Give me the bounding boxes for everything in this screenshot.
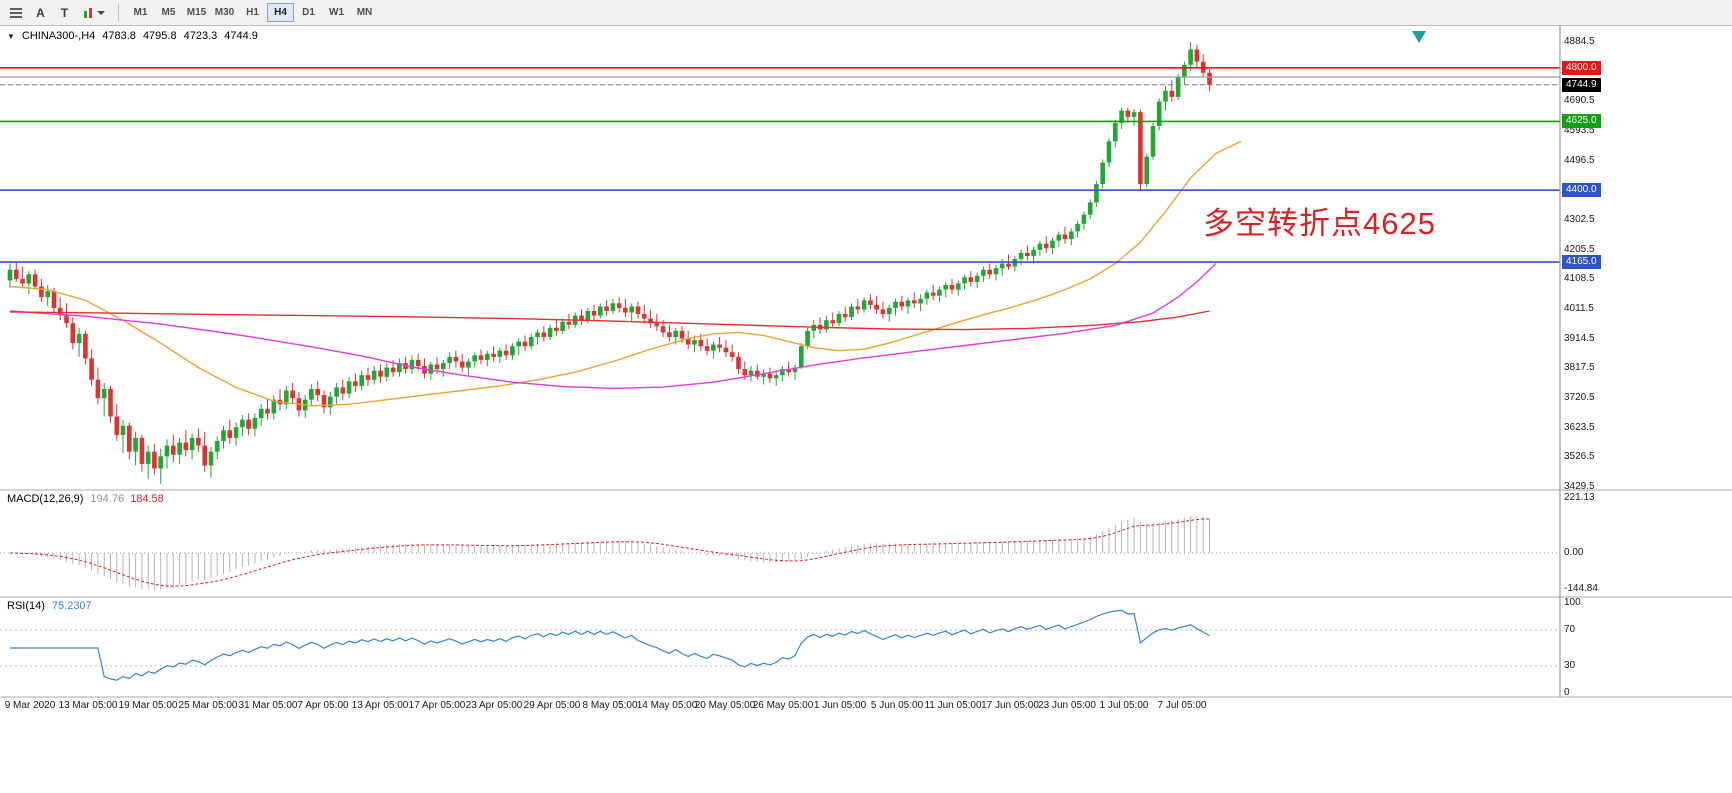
timeframe-h4-button[interactable]: H4 [267, 3, 294, 22]
rsi-value: 75.2307 [51, 600, 92, 612]
time-label: 7 Jul 05:00 [1157, 700, 1207, 711]
ma-magenta-line [9, 263, 1217, 390]
time-label: 11 Jun 05:00 [924, 700, 982, 711]
rsi-tick: 0 [1564, 687, 1570, 698]
macd-axis: 221.13 0.00 -144.84 [1564, 0, 1628, 697]
price-tick: 4205.5 [1564, 243, 1595, 255]
price-tick: 3914.5 [1564, 332, 1595, 344]
chart-shift-marker[interactable] [1412, 31, 1426, 43]
timeframe-m1-button[interactable]: M1 [127, 3, 154, 22]
cursor-a-button[interactable]: A [29, 2, 52, 23]
indicators-button[interactable] [78, 2, 110, 23]
time-label: 17 Apr 05:00 [408, 700, 466, 711]
rsi-line [10, 609, 1210, 681]
time-label: 14 May 05:00 [636, 700, 698, 711]
timeframe-h1-button[interactable]: H1 [239, 3, 266, 22]
macd-signal-value: 184.58 [130, 493, 164, 505]
macd-value: 194.76 [90, 493, 125, 505]
chart-header: ▼ CHINA300-,H4 4783.8 4795.8 4723.3 4744… [7, 30, 258, 42]
chart-plot[interactable] [0, 26, 1732, 793]
ohlc-toggle-icon[interactable]: ▼ [7, 31, 15, 41]
timeframe-d1-button[interactable]: D1 [295, 3, 322, 22]
support-line-4165-label: 4165.0 [1562, 255, 1601, 270]
rsi-label: RSI(14) 75.2307 [7, 600, 92, 612]
chart-annotation: 多空转折点4625 [1203, 206, 1436, 241]
price-tick: 4108.5 [1564, 273, 1595, 285]
price-tick: 3817.5 [1564, 362, 1595, 374]
macd-tick: -144.84 [1564, 583, 1598, 594]
price-tick: 3720.5 [1564, 392, 1595, 403]
timeframe-w1-button[interactable]: W1 [323, 3, 350, 22]
current-price-line-label: 4744.9 [1562, 77, 1601, 92]
time-label: 19 Mar 05:00 [118, 700, 178, 711]
time-label: 29 Apr 05:00 [523, 700, 581, 711]
time-label: 13 Mar 05:00 [58, 700, 118, 711]
indicators-icon [83, 7, 94, 19]
price-tick: 4011.5 [1564, 303, 1594, 314]
time-label: 9 Mar 2020 [4, 700, 56, 711]
ohlc-low: 4723.3 [183, 30, 218, 42]
price-tick: 3526.5 [1564, 451, 1595, 463]
pivot-line-4625-label: 4625.0 [1562, 114, 1601, 129]
text-tool-button[interactable]: T [53, 2, 76, 23]
time-label: 8 May 05:00 [582, 700, 638, 711]
symbol-period: CHINA300-,H4 [21, 30, 96, 42]
chevron-down-icon [97, 10, 105, 15]
time-label: 1 Jul 05:00 [1099, 700, 1149, 711]
charts-menu-button[interactable] [4, 2, 27, 23]
ohlc-open: 4783.8 [102, 30, 136, 42]
price-tick: 3623.5 [1564, 421, 1595, 433]
time-label: 1 Jun 05:00 [813, 700, 867, 711]
time-label: 25 Mar 05:00 [178, 700, 238, 711]
ma-red-line [9, 310, 1210, 331]
ohlc-high: 4795.8 [142, 30, 177, 42]
macd-label: MACD(12,26,9) 194.76 184.58 [7, 493, 164, 505]
support-line-4400-label: 4400.0 [1562, 183, 1601, 198]
time-label: 26 May 05:00 [752, 700, 814, 711]
rsi-tick: 70 [1564, 624, 1576, 635]
price-tick: 4690.5 [1564, 95, 1595, 107]
macd-tick: 221.13 [1564, 492, 1595, 503]
price-tick: 3429.5 [1564, 481, 1595, 492]
chart-list-icon [9, 7, 22, 18]
macd-name: MACD(12,26,9) [7, 493, 84, 505]
macd-histogram [15, 516, 1210, 591]
toolbar-separator [118, 3, 119, 22]
resistance-line-4800-label: 4800.0 [1562, 60, 1601, 75]
timeframe-mn-button[interactable]: MN [351, 3, 378, 22]
macd-signal-line [9, 518, 1210, 587]
time-label: 5 Jun 05:00 [870, 700, 924, 711]
time-label: 7 Apr 05:00 [297, 700, 349, 711]
time-label: 20 May 05:00 [694, 700, 756, 711]
time-label: 23 Jun 05:00 [1038, 700, 1096, 711]
timeframe-m5-button[interactable]: M5 [155, 3, 182, 22]
time-label: 31 Mar 05:00 [238, 700, 298, 711]
timeframe-m30-button[interactable]: M30 [211, 3, 238, 22]
time-axis[interactable]: 9 Mar 2020 13 Mar 05:00 19 Mar 05:00 25 Mar… [0, 700, 1732, 716]
rsi-axis: 100 70 30 0 [1564, 0, 1628, 698]
time-label: 23 Apr 05:00 [465, 700, 523, 711]
timeframe-group: M1 M5 M15 M30 H1 H4 D1 W1 MN [127, 3, 378, 22]
price-tick: 4593.5 [1564, 125, 1595, 136]
rsi-tick: 100 [1564, 597, 1581, 608]
timeframe-m15-button[interactable]: M15 [183, 3, 210, 22]
rsi-tick: 30 [1564, 660, 1576, 671]
ma-orange-line [9, 140, 1242, 407]
price-tick: 4884.5 [1564, 36, 1595, 47]
ohlc-close: 4744.9 [224, 30, 258, 42]
time-label: 17 Jun 05:00 [981, 700, 1039, 711]
price-tick: 4496.5 [1564, 154, 1595, 166]
time-label: 13 Apr 05:00 [351, 700, 409, 711]
price-tick: 4302.5 [1564, 214, 1595, 225]
rsi-name: RSI(14) [7, 600, 45, 612]
level-labels: 4800.0 4744.9 4625.0 4400.0 4165.0 [1562, 0, 1626, 697]
macd-tick: 0.00 [1564, 546, 1584, 558]
